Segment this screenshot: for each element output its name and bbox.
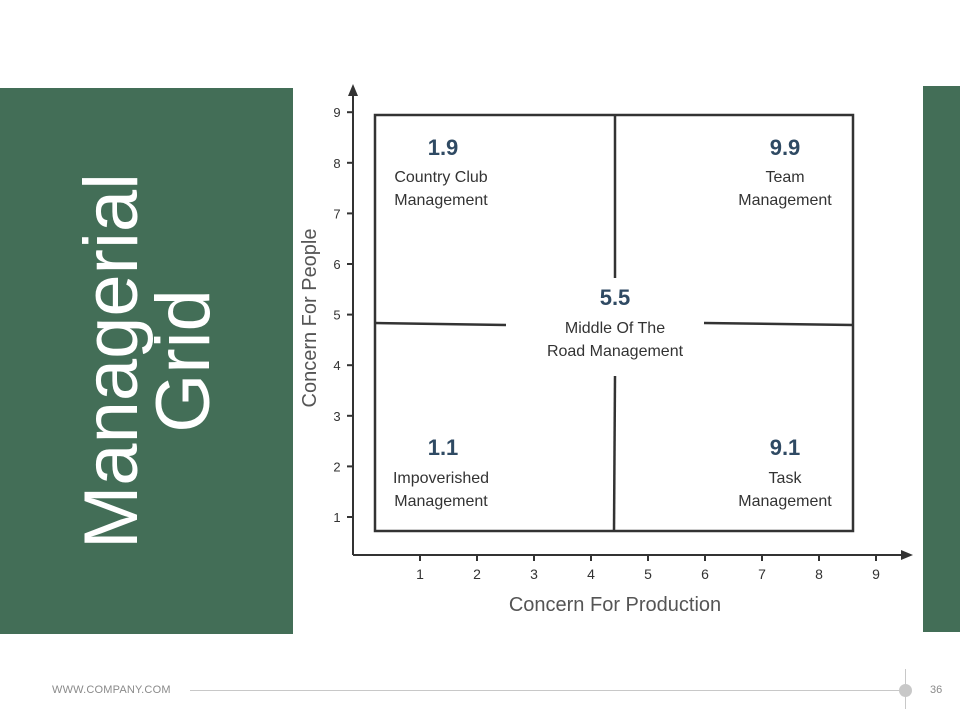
x-tick-label: 9	[872, 566, 880, 582]
quadrant-label-line: Team	[765, 169, 804, 186]
title-panel	[0, 88, 293, 634]
y-tick-label: 3	[333, 409, 340, 424]
x-tick-label: 3	[530, 566, 538, 582]
quadrant-label-line: Management	[394, 493, 488, 510]
x-tick-label: 6	[701, 566, 709, 582]
quadrant-label-line: Middle Of The	[565, 320, 665, 337]
divider-vertical-bottom	[612, 375, 617, 532]
x-tick-label: 5	[644, 566, 652, 582]
quadrant-score-1-1: 1.1	[428, 435, 459, 460]
y-axis-ticks: 1 2 3 4 5 6 7 8 9	[333, 105, 353, 525]
page-number: 36	[930, 684, 943, 696]
x-tick-label: 4	[587, 566, 595, 582]
y-tick-label: 8	[333, 156, 340, 171]
y-axis-label: Concern For People	[299, 229, 321, 408]
x-axis-arrow	[901, 550, 913, 560]
y-tick-label: 2	[333, 459, 340, 474]
x-tick-label: 7	[758, 566, 766, 582]
y-tick-label: 6	[333, 257, 340, 272]
quadrant-label-line: Management	[394, 192, 488, 209]
y-tick-label: 4	[333, 358, 340, 373]
footer-dot-icon	[899, 684, 912, 697]
divider-horizontal-left	[374, 321, 507, 327]
x-axis-label: Concern For Production	[509, 594, 721, 616]
quadrant-label-line: Management	[738, 493, 832, 510]
accent-strip	[923, 86, 960, 632]
footer-website: WWW.COMPANY.COM	[52, 684, 171, 696]
x-axis-ticks: 1 2 3 4 5 6 7 8 9	[416, 555, 880, 582]
y-tick-label: 1	[333, 510, 340, 525]
y-tick-label: 5	[333, 308, 340, 323]
footer-divider	[190, 690, 906, 691]
y-axis-arrow	[348, 84, 358, 96]
quadrant-score-5-5: 5.5	[600, 285, 631, 310]
x-tick-label: 1	[416, 566, 424, 582]
quadrant-label-line: Task	[769, 470, 803, 487]
quadrant-score-9-1: 9.1	[770, 435, 801, 460]
divider-horizontal-right	[703, 321, 854, 327]
y-tick-label: 9	[333, 105, 340, 120]
x-tick-label: 2	[473, 566, 481, 582]
quadrant-label-line: Management	[738, 192, 832, 209]
quadrant-score-1-9: 1.9	[428, 135, 459, 160]
quadrant-score-9-9: 9.9	[770, 135, 801, 160]
quadrant-label-line: Impoverished	[393, 470, 489, 487]
quadrant-label-line: Country Club	[394, 169, 487, 186]
x-tick-label: 8	[815, 566, 823, 582]
y-tick-label: 7	[333, 206, 340, 221]
quadrant-label-line: Road Management	[547, 343, 684, 360]
